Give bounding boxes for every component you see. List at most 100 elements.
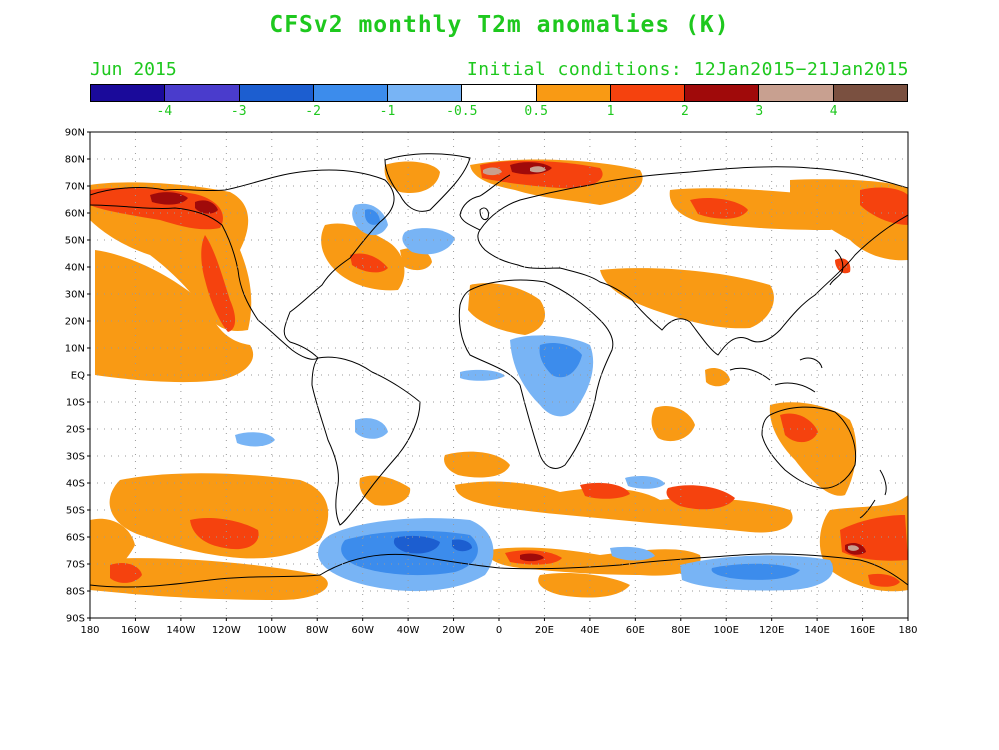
legend-tick-label: -2 bbox=[305, 104, 321, 119]
anomaly-region bbox=[520, 553, 544, 562]
anomaly-region bbox=[393, 535, 440, 554]
southeast-asia-islands bbox=[729, 357, 823, 393]
anomaly-region bbox=[355, 418, 388, 439]
longitude-label: 60E bbox=[626, 625, 645, 636]
legend-tick-label: -4 bbox=[156, 104, 173, 119]
greenland-coast bbox=[384, 153, 471, 212]
anomaly-region bbox=[195, 200, 218, 214]
longitude-label: 80W bbox=[306, 625, 329, 636]
latitude-label: 20N bbox=[65, 317, 85, 328]
anomaly-region bbox=[625, 476, 665, 489]
anomaly-region bbox=[868, 573, 900, 587]
anomaly-region bbox=[690, 198, 748, 219]
anomaly-region bbox=[666, 485, 735, 510]
latitude-label: 80N bbox=[65, 155, 85, 166]
longitude-labels: 180 160W 140W 120W 100W 80W 60W 40W 20W 0 20E 40E 60… bbox=[80, 618, 918, 636]
anomaly-region bbox=[110, 563, 142, 583]
anomaly-region bbox=[95, 250, 254, 383]
forecast-month-label: Jun 2015 bbox=[90, 59, 177, 80]
legend-swatch bbox=[759, 85, 834, 101]
longitude-label: 140E bbox=[804, 625, 829, 636]
anomaly-region bbox=[90, 558, 328, 600]
initial-conditions-label: Initial conditions: 12Jan2015−21Jan2015 bbox=[466, 59, 909, 80]
anomaly-region bbox=[780, 413, 818, 443]
anomaly-region bbox=[235, 432, 275, 447]
longitude-label: 180 bbox=[80, 625, 99, 636]
anomaly-region bbox=[190, 518, 259, 550]
latitude-label: 70N bbox=[65, 182, 85, 193]
latitude-label: 50N bbox=[65, 236, 85, 247]
uk-coast bbox=[479, 207, 489, 221]
legend-tick-label: 4 bbox=[829, 104, 838, 119]
legend-swatch bbox=[536, 85, 611, 101]
legend-swatch bbox=[388, 85, 463, 101]
anomaly-region bbox=[109, 473, 329, 559]
legend-swatch bbox=[239, 85, 314, 101]
longitude-label: 40E bbox=[580, 625, 599, 636]
legend-tick-label: 3 bbox=[755, 104, 764, 119]
europe-coast bbox=[459, 174, 511, 231]
latitude-label: 80S bbox=[66, 587, 85, 598]
anomaly-region bbox=[350, 253, 388, 273]
chart-title: CFSv2 monthly T2m anomalies (K) bbox=[269, 12, 730, 38]
anomaly-region bbox=[150, 192, 188, 205]
anomaly-region bbox=[480, 160, 603, 189]
legend-swatch bbox=[462, 85, 537, 101]
legend-tick-label: 1 bbox=[606, 104, 615, 119]
anomaly-region bbox=[359, 475, 411, 506]
strong-cold-anomaly-regions bbox=[393, 535, 472, 554]
legend-tick-label: 0.5 bbox=[524, 104, 548, 119]
anomaly-region bbox=[402, 228, 455, 255]
anomaly-region bbox=[600, 268, 774, 329]
australia-coast bbox=[761, 406, 857, 489]
eurasia-coast bbox=[477, 166, 908, 356]
anomaly-region bbox=[444, 451, 510, 478]
longitude-label: 120W bbox=[212, 625, 241, 636]
anomaly-region bbox=[860, 187, 908, 225]
longitude-label: 180 bbox=[898, 625, 917, 636]
latitude-label: 50S bbox=[66, 506, 85, 517]
latitude-label: 10S bbox=[66, 398, 85, 409]
longitude-label: 160E bbox=[850, 625, 875, 636]
latitude-label: 30S bbox=[66, 452, 85, 463]
longitude-label: 20W bbox=[442, 625, 465, 636]
longitude-label: 140W bbox=[166, 625, 195, 636]
anomaly-region bbox=[705, 368, 730, 387]
anomaly-region bbox=[530, 166, 546, 173]
latitude-label: 70S bbox=[66, 560, 85, 571]
latitude-label: 10N bbox=[65, 344, 85, 355]
latitude-labels: 90N 80N 70N 60N 50N 40N 30N 20N 10N EQ 10S 20S 30S 40… bbox=[65, 128, 90, 625]
longitude-label: 40W bbox=[397, 625, 420, 636]
legend-swatch bbox=[610, 85, 686, 101]
africa-coast bbox=[458, 279, 614, 469]
anomaly-region bbox=[384, 161, 440, 194]
cold-anomaly-regions bbox=[235, 203, 834, 592]
longitude-label: 100W bbox=[257, 625, 286, 636]
japan-coast bbox=[829, 249, 844, 286]
latitude-label: EQ bbox=[71, 371, 85, 382]
color-legend-labels: -4 -3 -2 -1 -0.5 0.5 1 2 3 4 bbox=[90, 104, 908, 122]
anomaly-region bbox=[848, 545, 859, 551]
legend-tick-label: -0.5 bbox=[446, 104, 478, 119]
moderate-cold-anomaly-regions bbox=[341, 209, 800, 580]
anomaly-field bbox=[90, 159, 908, 600]
longitude-label: 120E bbox=[759, 625, 784, 636]
legend-swatch bbox=[91, 85, 166, 101]
legend-tick-label: -1 bbox=[379, 104, 396, 119]
new-zealand-coast bbox=[859, 469, 887, 519]
anomaly-region bbox=[452, 539, 472, 552]
antarctica-coast bbox=[90, 553, 908, 588]
legend-swatch bbox=[313, 85, 389, 101]
legend-tick-label: -3 bbox=[230, 104, 247, 119]
anomaly-region bbox=[341, 530, 478, 576]
latitude-label: 30N bbox=[65, 290, 85, 301]
longitude-label: 20E bbox=[535, 625, 554, 636]
longitude-label: 0 bbox=[496, 625, 502, 636]
anomaly-region bbox=[539, 343, 582, 378]
longitude-label: 60W bbox=[351, 625, 374, 636]
latitude-label: 40N bbox=[65, 263, 85, 274]
longitude-label: 80E bbox=[671, 625, 690, 636]
anomaly-region bbox=[711, 563, 800, 580]
anomaly-region bbox=[610, 546, 655, 561]
